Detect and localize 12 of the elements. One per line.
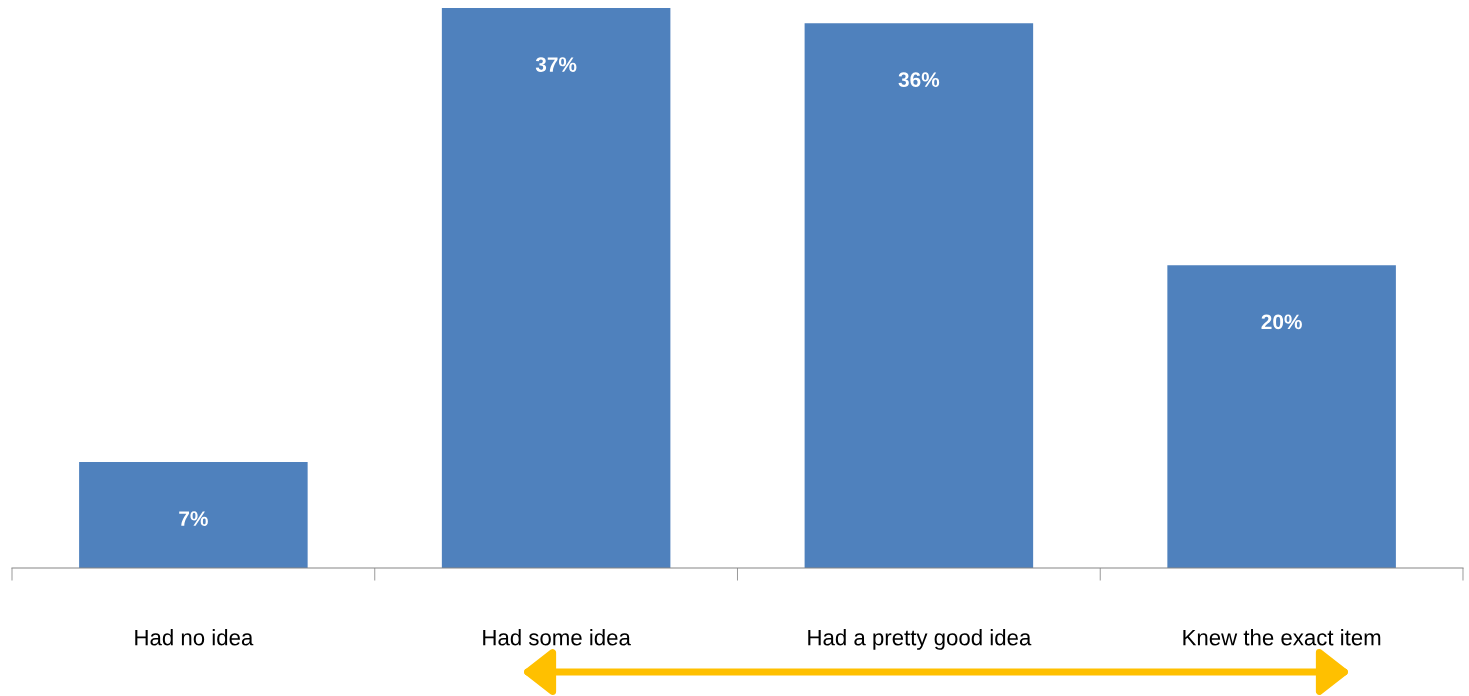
- x-tick-label: Had no idea: [135, 629, 254, 646]
- data-label: 7%: [179, 511, 208, 526]
- bar: [804, 23, 1034, 568]
- data-label: 36%: [898, 72, 940, 88]
- x-tick-label: Knew the exact item: [1183, 629, 1381, 646]
- x-tick-label: Had a pretty good idea: [808, 629, 1032, 650]
- bar: [441, 8, 671, 568]
- bar: [79, 462, 308, 568]
- data-label: 20%: [1261, 314, 1302, 330]
- bar: [1167, 265, 1396, 568]
- x-tick-label: Had some idea: [483, 629, 631, 646]
- data-label: 37%: [535, 57, 577, 72]
